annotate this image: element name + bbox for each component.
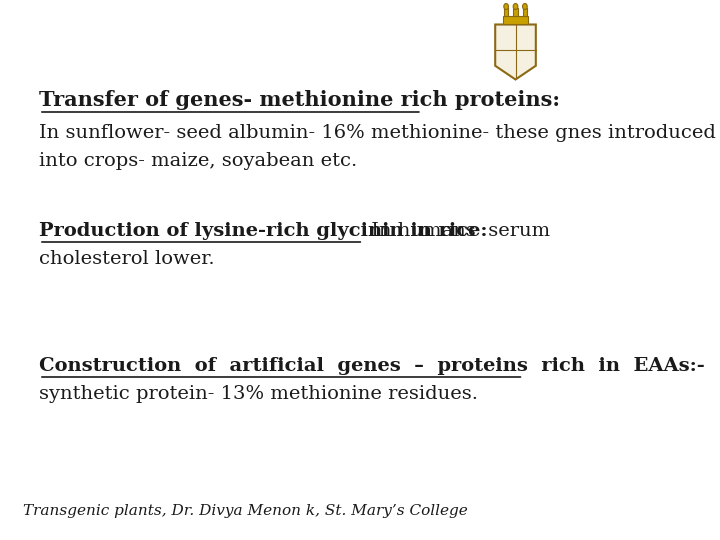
Text: Production of lysine-rich glycinin in rice:: Production of lysine-rich glycinin in ri… [39, 222, 495, 240]
Bar [503, 16, 528, 24]
Text: into crops- maize, soyabean etc.: into crops- maize, soyabean etc. [39, 152, 357, 170]
Text: synthetic protein- 13% methionine residues.: synthetic protein- 13% methionine residu… [39, 385, 478, 403]
Circle shape [523, 3, 527, 10]
Text: Transgenic plants, Dr. Divya Menon k, St. Mary’s College: Transgenic plants, Dr. Divya Menon k, St… [24, 504, 468, 518]
Circle shape [513, 3, 518, 10]
Text: Transfer of genes- methionine rich proteins:: Transfer of genes- methionine rich prote… [39, 90, 560, 110]
Text: In sunflower- seed albumin- 16% methionine- these gnes introduced: In sunflower- seed albumin- 16% methioni… [39, 124, 716, 142]
Text: Construction  of  artificial  genes  –  proteins  rich  in  EAAs:-: Construction of artificial genes – prote… [39, 357, 705, 375]
Bar [504, 8, 508, 16]
Circle shape [504, 3, 508, 10]
Text: cholesterol lower.: cholesterol lower. [39, 250, 215, 268]
Polygon shape [495, 24, 536, 79]
Text: In humans  serum: In humans serum [365, 222, 550, 240]
Bar [513, 8, 518, 16]
Bar [523, 8, 527, 16]
